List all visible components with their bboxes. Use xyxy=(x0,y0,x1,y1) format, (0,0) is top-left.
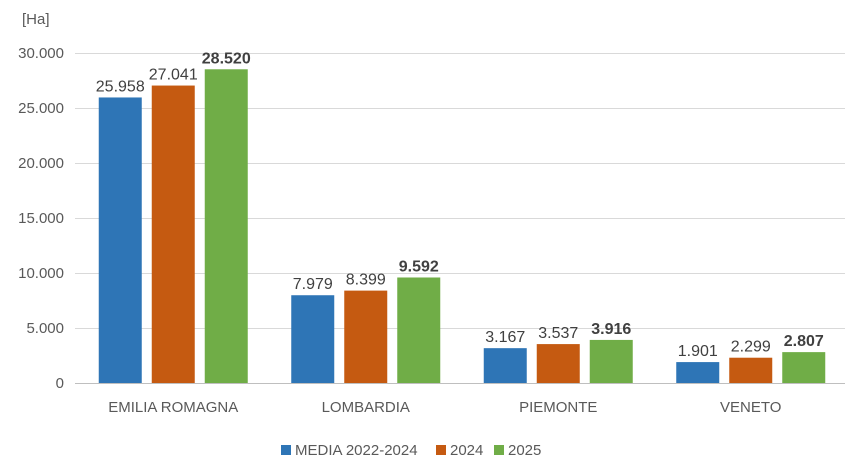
unit-label: [Ha] xyxy=(22,11,50,28)
data-label: 2.299 xyxy=(731,339,771,356)
data-label: 25.958 xyxy=(96,78,145,95)
data-label: 9.592 xyxy=(399,258,439,275)
bar-media-2022-2024-lombardia xyxy=(291,295,335,383)
data-label: 2.807 xyxy=(784,333,824,350)
data-label: 3.167 xyxy=(485,329,525,346)
legend-label: 2024 xyxy=(450,442,483,459)
category-label: EMILIA ROMAGNA xyxy=(108,399,238,416)
legend-label: MEDIA 2022-2024 xyxy=(295,442,418,459)
category-label: VENETO xyxy=(720,399,781,416)
y-tick-label: 5.000 xyxy=(26,320,64,337)
data-label: 7.979 xyxy=(293,276,333,293)
bar-media-2022-2024-veneto xyxy=(676,362,720,383)
data-label: 1.901 xyxy=(678,343,718,360)
y-tick-label: 15.000 xyxy=(18,210,64,227)
legend-swatch xyxy=(281,445,291,455)
y-tick-label: 25.000 xyxy=(18,100,64,117)
category-labels: EMILIA ROMAGNA LOMBARDIA PIEMONTE VENETO xyxy=(108,399,781,416)
bar-2024-lombardia xyxy=(344,290,388,383)
legend-label: 2025 xyxy=(508,442,541,459)
data-label: 3.537 xyxy=(538,325,578,342)
bar-2024-emilia-romagna xyxy=(151,85,195,383)
category-label: LOMBARDIA xyxy=(322,399,410,416)
bars xyxy=(98,69,826,383)
data-label: 8.399 xyxy=(346,272,386,289)
y-tick-label: 0 xyxy=(56,375,64,392)
y-tick-label: 10.000 xyxy=(18,265,64,282)
bar-2025-emilia-romagna xyxy=(204,69,248,383)
bar-2025-veneto xyxy=(782,352,826,383)
category-label: PIEMONTE xyxy=(519,399,597,416)
data-label: 28.520 xyxy=(202,50,251,67)
data-label: 3.916 xyxy=(591,321,631,338)
y-tick-label: 20.000 xyxy=(18,155,64,172)
y-tick-label: 30.000 xyxy=(18,45,64,62)
legend: MEDIA 2022-2024 2024 2025 xyxy=(281,442,541,459)
bar-media-2022-2024-piemonte xyxy=(483,348,527,383)
bar-2024-veneto xyxy=(729,357,773,383)
bar-2025-piemonte xyxy=(589,339,633,383)
bar-2024-piemonte xyxy=(536,344,580,383)
bar-media-2022-2024-emilia-romagna xyxy=(98,97,142,383)
gridlines xyxy=(75,53,845,384)
bar-2025-lombardia xyxy=(397,277,441,383)
data-label: 27.041 xyxy=(149,67,198,84)
legend-swatch xyxy=(494,445,504,455)
y-axis-ticks: 0 5.000 10.000 15.000 20.000 25.000 30.000 xyxy=(18,45,64,392)
legend-swatch xyxy=(436,445,446,455)
